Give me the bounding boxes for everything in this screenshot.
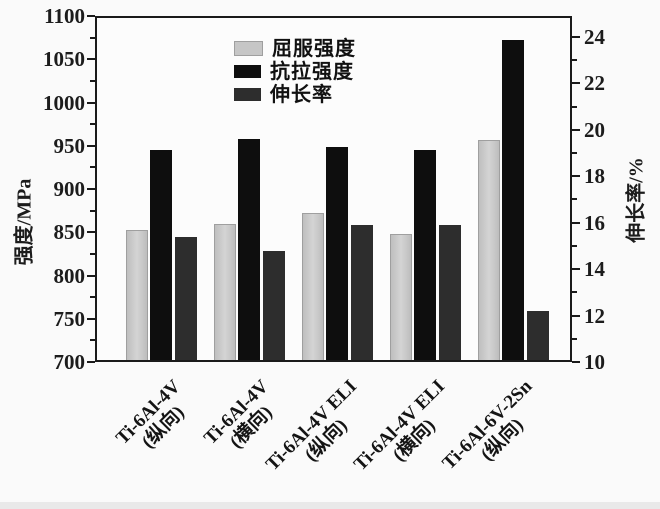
left-axis-minor-tick [90, 296, 95, 299]
legend-label: 伸长率 [270, 83, 333, 106]
legend-row: 抗拉强度 [234, 60, 356, 83]
left-axis-minor-tick [90, 166, 95, 169]
right-axis-minor-tick [572, 337, 577, 340]
bar-屈服强度-group5 [477, 140, 500, 362]
right-axis-minor-tick [572, 152, 577, 154]
bar-伸长率-group4 [438, 225, 461, 362]
left-axis-major-tick [87, 101, 95, 104]
left-axis-tick-label: 900 [53, 177, 86, 201]
right-axis-major-tick [572, 175, 580, 178]
legend-label: 抗拉强度 [270, 60, 354, 83]
left-axis-major-tick [87, 188, 95, 190]
right-axis-tick-label: 20 [584, 117, 605, 142]
legend-row: 伸长率 [234, 83, 356, 106]
right-axis-major-tick [572, 82, 580, 85]
left-axis-minor-tick [90, 209, 95, 212]
right-axis-tick-label: 18 [584, 164, 605, 189]
right-axis-minor-tick [572, 59, 577, 62]
bar-屈服强度-group1 [125, 230, 148, 362]
left-axis-minor-tick [90, 79, 95, 82]
left-axis-minor-tick [90, 339, 95, 342]
right-axis-tick-label: 12 [584, 303, 605, 328]
legend: 屈服强度 抗拉强度 伸长率 [234, 37, 356, 106]
right-axis-major-tick [572, 221, 580, 224]
right-axis-major-tick [572, 314, 580, 317]
image-edge-strip [0, 502, 660, 509]
left-axis-major-tick [87, 274, 95, 277]
bar-伸长率-group2 [262, 251, 285, 362]
left-axis-major-tick [87, 361, 95, 363]
bar-抗拉强度-group3 [326, 147, 348, 362]
left-axis-title: 强度/MPa [13, 178, 36, 266]
bar-屈服强度-group4 [389, 234, 412, 362]
left-axis-minor-tick [90, 252, 95, 255]
left-axis-minor-tick [90, 36, 95, 39]
right-axis-tick-label: 10 [584, 350, 605, 374]
bar-伸长率-group3 [350, 225, 373, 362]
legend-swatch-icon [234, 65, 261, 78]
x-axis-category-label: Ti-6Al-6V-2Sn (纵向) [439, 376, 552, 489]
right-axis-major-tick [572, 361, 580, 363]
left-axis-tick-label: 750 [53, 306, 86, 331]
right-axis-tick-label: 14 [584, 257, 605, 282]
right-axis-major-tick [572, 268, 580, 271]
bar-抗拉强度-group5 [502, 40, 524, 362]
right-axis-major-tick [572, 128, 580, 131]
right-axis-minor-tick [572, 198, 577, 201]
legend-row: 屈服强度 [234, 37, 356, 60]
left-axis-tick-label: 1000 [43, 90, 85, 115]
left-axis-tick-label: 950 [53, 133, 86, 158]
right-axis-title: 伸长率/% [625, 157, 648, 243]
right-axis-tick-label: 24 [584, 24, 605, 49]
left-axis-tick-label: 1050 [43, 47, 85, 72]
left-axis-tick-label: 800 [53, 263, 86, 288]
left-axis-major-tick [87, 58, 95, 61]
right-axis-tick-label: 22 [584, 71, 605, 96]
right-axis-minor-tick [572, 244, 577, 247]
legend-swatch-icon [234, 88, 261, 101]
x-axis-category-label: Ti-6Al-4V ELI (横向) [350, 376, 464, 490]
left-axis-major-tick [87, 317, 95, 320]
bar-屈服强度-group3 [301, 213, 324, 362]
right-axis-major-tick [572, 35, 580, 38]
right-axis-minor-tick [572, 105, 577, 108]
x-axis-category-label: Ti-6Al-4V ELI (纵向) [262, 376, 376, 490]
legend-swatch-icon [234, 41, 263, 56]
left-axis-major-tick [87, 15, 95, 17]
right-axis-minor-tick [572, 291, 577, 294]
left-axis-major-tick [87, 144, 95, 147]
bar-伸长率-group5 [526, 311, 549, 362]
left-axis-tick-label: 700 [53, 350, 86, 374]
bar-伸长率-group1 [174, 237, 197, 362]
bar-屈服强度-group2 [213, 224, 236, 362]
x-axis-category-label: Ti-6Al-4V (纵向) [112, 376, 200, 464]
bar-抗拉强度-group1 [150, 150, 172, 362]
plot-area [95, 16, 572, 362]
left-axis-major-tick [87, 231, 95, 234]
bar-抗拉强度-group2 [238, 139, 260, 362]
legend-label: 屈服强度 [272, 37, 356, 60]
right-axis-tick-label: 16 [584, 210, 605, 235]
left-axis-minor-tick [90, 123, 95, 126]
bar-抗拉强度-group4 [414, 150, 436, 362]
left-axis-tick-label: 1100 [44, 4, 85, 28]
left-axis-tick-label: 850 [53, 220, 86, 245]
